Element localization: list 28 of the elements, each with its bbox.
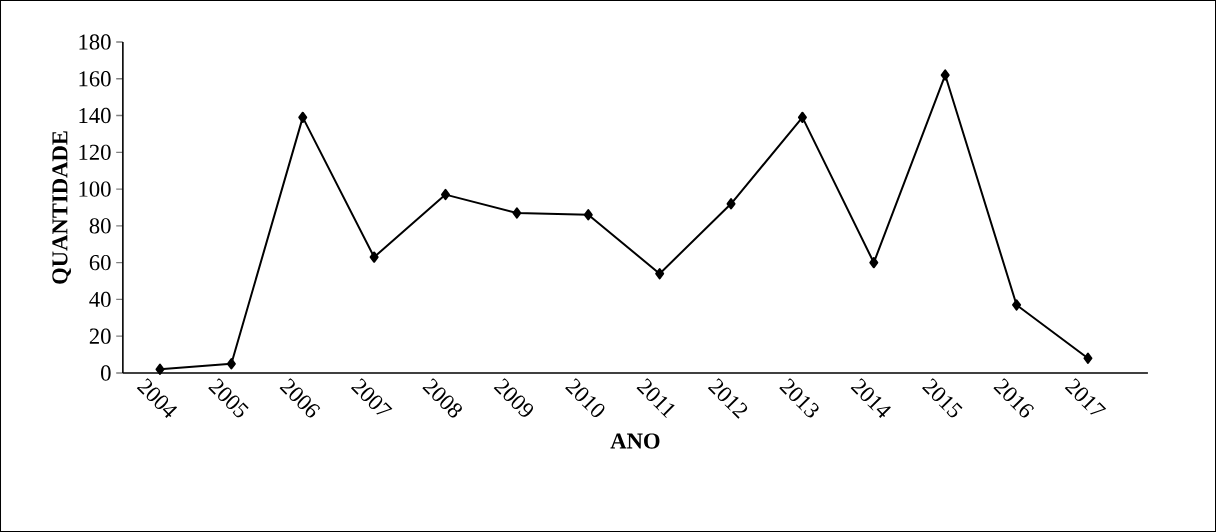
y-tick-label: 80 <box>89 218 111 234</box>
y-tick-label: 0 <box>101 365 111 381</box>
x-tick-label: 2017 <box>1064 378 1107 415</box>
point <box>155 363 165 375</box>
point <box>655 268 665 280</box>
y-tick-label: 40 <box>89 291 111 308</box>
y-tick-label: 60 <box>89 255 111 271</box>
point <box>869 256 879 269</box>
point <box>797 111 807 124</box>
point <box>369 251 379 263</box>
y-tick-label: 100 <box>79 181 111 197</box>
y-tick-label: 140 <box>79 107 111 124</box>
point <box>1083 352 1093 364</box>
y-tick-label: 180 <box>79 34 111 50</box>
y-tick-label: 120 <box>79 144 111 160</box>
x-axis-title: ANO <box>610 433 660 449</box>
x-tick-label: 2007 <box>350 378 393 415</box>
point <box>940 69 950 81</box>
point <box>226 358 236 370</box>
point <box>1012 299 1022 311</box>
point <box>583 209 593 221</box>
point <box>441 188 451 201</box>
y-axis-title: QUANTIDADE <box>52 131 72 284</box>
point <box>726 198 736 210</box>
y-tick-label: 160 <box>79 71 111 87</box>
point <box>298 111 308 124</box>
point <box>512 207 522 219</box>
y-tick-label: 20 <box>89 328 111 344</box>
